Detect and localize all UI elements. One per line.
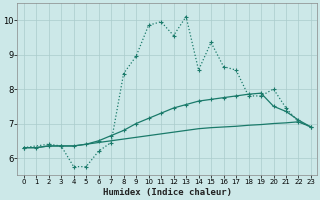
X-axis label: Humidex (Indice chaleur): Humidex (Indice chaleur) (103, 188, 232, 197)
